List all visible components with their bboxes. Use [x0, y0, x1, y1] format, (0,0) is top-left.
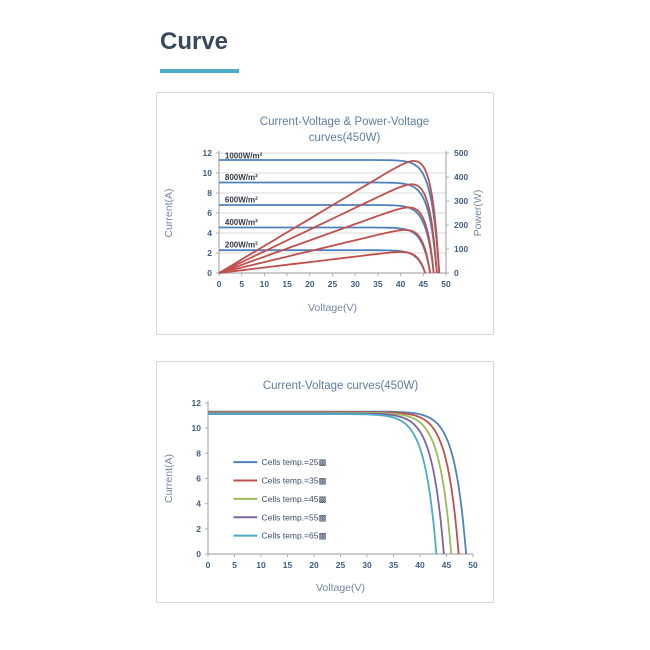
- page-title: Curve: [160, 28, 229, 55]
- pv-curve-600: [218, 206, 435, 274]
- x-tick-label: 15: [282, 279, 292, 289]
- iv-curve-65: [208, 413, 438, 555]
- iv-curve-1000: [219, 159, 441, 274]
- y2-tick-label: 300: [454, 196, 468, 206]
- x-tick-label: 40: [415, 560, 425, 570]
- x-tick-label: 20: [305, 279, 315, 289]
- x-tick-label: 10: [256, 560, 266, 570]
- chart-title: Current-Voltage curves(450W): [263, 380, 418, 392]
- x-tick-label: 30: [350, 279, 360, 289]
- iv-curve-600: [219, 204, 435, 274]
- y-tick-label: 4: [207, 228, 212, 238]
- iv-pv-chart-card: Current-Voltage & Power-Voltage curves(45…: [156, 92, 494, 335]
- x-tick-label: 0: [206, 560, 211, 570]
- x-tick-label: 50: [441, 279, 451, 289]
- x-axis-title: Voltage(V): [308, 302, 357, 314]
- series-annotation: 1000W/m²: [225, 152, 263, 161]
- x-tick-label: 40: [396, 279, 406, 289]
- y2-tick-label: 500: [454, 148, 468, 158]
- y-tick-label: 12: [192, 398, 202, 408]
- y2-tick-label: 100: [454, 244, 468, 254]
- pv-curve-800: [218, 183, 438, 274]
- y2-tick-label: 200: [454, 220, 468, 230]
- x-tick-label: 35: [389, 560, 399, 570]
- x-tick-label: 15: [283, 560, 293, 570]
- chart-title: Current-Voltage & Power-Voltage: [260, 116, 429, 128]
- x-tick-label: 0: [217, 279, 222, 289]
- x-axis-title: Voltage(V): [316, 582, 365, 594]
- y-tick-label: 0: [196, 549, 201, 559]
- y2-tick-label: 0: [454, 268, 459, 278]
- iv-temp-chart-figure: Current-Voltage curves(450W)0 5 10 15 20 25 30…: [163, 380, 478, 594]
- y-tick-label: 6: [207, 208, 212, 218]
- x-tick-label: 5: [232, 560, 237, 570]
- iv-curve-400: [219, 226, 431, 274]
- y2-tick-label: 400: [454, 172, 468, 182]
- y-tick-label: 8: [207, 188, 212, 198]
- iv-temp-chart-card: Current-Voltage curves(450W) 0 5 10 15 20 25 30…: [156, 361, 494, 603]
- y-tick-label: 6: [196, 474, 201, 484]
- pv-curve-400: [218, 229, 431, 274]
- y-tick-label: 4: [196, 499, 201, 509]
- y-axis-title: Current(A): [163, 454, 175, 503]
- chart-title: curves(450W): [309, 132, 381, 144]
- legend-label: Cells temp.=55▩: [262, 512, 327, 522]
- y-tick-label: 10: [192, 423, 202, 433]
- x-tick-label: 30: [362, 560, 372, 570]
- title-underline: [160, 69, 239, 73]
- x-tick-label: 5: [239, 279, 244, 289]
- x-tick-label: 45: [442, 560, 452, 570]
- y-tick-label: 2: [207, 248, 212, 258]
- y-axis-title: Current(A): [163, 188, 175, 237]
- x-tick-label: 10: [260, 279, 270, 289]
- x-tick-label: 25: [328, 279, 338, 289]
- y2-axis-title: Power(W): [472, 190, 484, 237]
- series-annotation: 400W/m²: [225, 218, 258, 227]
- x-tick-label: 45: [419, 279, 429, 289]
- y-tick-label: 0: [207, 268, 212, 278]
- legend-label: Cells temp.=35▩: [262, 476, 327, 486]
- x-tick-label: 25: [336, 560, 346, 570]
- iv-curve-45: [208, 411, 453, 555]
- y-tick-label: 12: [203, 148, 213, 158]
- series-annotation: 200W/m²: [225, 241, 258, 250]
- pv-curve-200: [218, 251, 426, 274]
- series-annotation: 800W/m²: [225, 173, 258, 182]
- pv-curve-1000: [218, 160, 441, 274]
- legend-label: Cells temp.=45▩: [262, 494, 327, 504]
- iv-curve-800: [219, 181, 438, 274]
- y-tick-label: 10: [203, 168, 213, 178]
- series-annotation: 600W/m²: [225, 196, 258, 205]
- y-tick-label: 2: [196, 524, 201, 534]
- legend-label: Cells temp.=25▩: [262, 457, 327, 467]
- x-tick-label: 50: [468, 560, 478, 570]
- iv-pv-chart-figure: Current-Voltage & Power-Voltage curves(45…: [163, 116, 484, 314]
- legend-label: Cells temp.=65▩: [262, 531, 327, 541]
- y-tick-label: 8: [196, 448, 201, 458]
- x-tick-label: 35: [373, 279, 383, 289]
- x-tick-label: 20: [309, 560, 319, 570]
